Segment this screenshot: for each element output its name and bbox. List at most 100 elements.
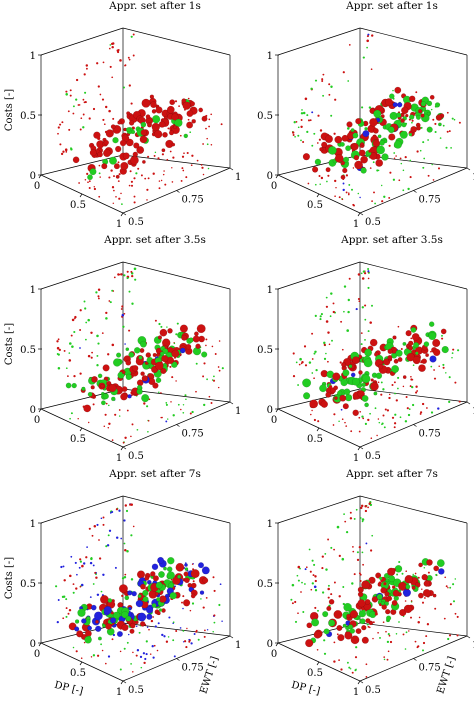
x-tick-label: 1 — [116, 687, 122, 698]
data-point — [319, 183, 321, 185]
data-point — [364, 599, 371, 605]
data-point — [138, 355, 143, 360]
data-point — [443, 617, 446, 620]
x-tick-label: 0.5 — [70, 434, 86, 445]
data-point — [150, 571, 156, 577]
data-point — [181, 98, 187, 104]
data-point — [362, 56, 365, 59]
data-point — [340, 142, 345, 147]
data-point — [218, 369, 221, 372]
x-tick-label: 1 — [116, 453, 122, 464]
data-point — [132, 33, 135, 36]
data-point — [351, 142, 359, 151]
data-point — [168, 616, 171, 619]
data-point — [112, 117, 115, 120]
data-point — [131, 302, 134, 305]
data-point — [329, 385, 333, 389]
data-point — [330, 85, 333, 88]
data-point — [190, 569, 200, 579]
data-point — [361, 520, 364, 523]
data-point — [184, 640, 187, 643]
data-point — [151, 563, 159, 570]
data-point — [441, 346, 449, 354]
data-point — [197, 638, 200, 641]
data-point — [137, 594, 142, 598]
data-point — [68, 128, 71, 131]
data-point — [126, 277, 129, 280]
data-point — [313, 132, 316, 135]
data-point — [319, 147, 324, 152]
data-point — [79, 585, 82, 588]
data-point — [166, 326, 168, 328]
data-point — [402, 341, 407, 346]
data-point — [394, 413, 397, 416]
data-point — [422, 641, 426, 645]
data-point — [426, 623, 430, 626]
data-point — [438, 122, 442, 127]
data-point — [137, 167, 140, 170]
data-point — [107, 655, 111, 658]
y-tick-label: 0.5 — [365, 451, 381, 462]
data-point — [371, 200, 373, 202]
data-point — [91, 351, 93, 354]
y-tick-label: 0.75 — [419, 663, 441, 674]
data-point — [145, 114, 151, 119]
data-point — [322, 73, 325, 76]
data-point — [80, 657, 83, 659]
data-point — [418, 616, 421, 619]
data-point — [73, 330, 76, 334]
data-point — [161, 153, 164, 156]
box-edge — [40, 495, 124, 524]
data-point — [319, 384, 327, 393]
data-point — [416, 150, 419, 153]
data-point — [369, 503, 373, 507]
data-point — [132, 671, 134, 673]
data-point — [123, 312, 126, 315]
data-point — [375, 372, 383, 379]
data-point — [332, 424, 335, 426]
data-point — [308, 361, 312, 364]
x-tick-label: 0 — [34, 181, 40, 192]
data-point — [407, 413, 411, 417]
data-point — [421, 601, 425, 604]
data-point — [433, 348, 441, 357]
data-point — [422, 166, 425, 169]
data-point — [353, 204, 355, 207]
data-point — [122, 325, 125, 328]
data-point — [357, 599, 366, 608]
data-point — [123, 576, 127, 579]
y-tick-label: 1 — [472, 406, 474, 417]
data-point — [126, 641, 129, 644]
data-point — [452, 583, 455, 586]
data-point — [448, 130, 451, 133]
data-point — [86, 616, 91, 621]
data-point — [109, 512, 112, 514]
data-point — [325, 391, 332, 398]
data-point — [347, 298, 350, 302]
data-point — [398, 621, 400, 623]
data-point — [378, 421, 381, 424]
data-points — [55, 503, 223, 673]
data-point — [65, 151, 68, 153]
data-point — [359, 618, 366, 625]
data-point — [427, 174, 430, 177]
data-point — [360, 504, 364, 508]
x-tick-mark — [79, 661, 83, 666]
data-point — [317, 420, 320, 423]
data-point — [119, 139, 127, 147]
data-point — [152, 656, 155, 659]
data-point — [157, 556, 165, 564]
x-tick-label: 0 — [271, 415, 277, 426]
data-point — [330, 546, 333, 549]
data-point — [82, 98, 85, 101]
data-point — [359, 517, 362, 519]
data-point — [328, 93, 331, 96]
box-edge — [40, 154, 124, 176]
data-point — [345, 174, 349, 177]
data-point — [100, 595, 109, 604]
data-point — [324, 134, 333, 144]
data-point — [295, 361, 298, 364]
x-tick-mark — [79, 193, 83, 198]
data-point — [394, 86, 402, 94]
data-point — [309, 399, 319, 409]
